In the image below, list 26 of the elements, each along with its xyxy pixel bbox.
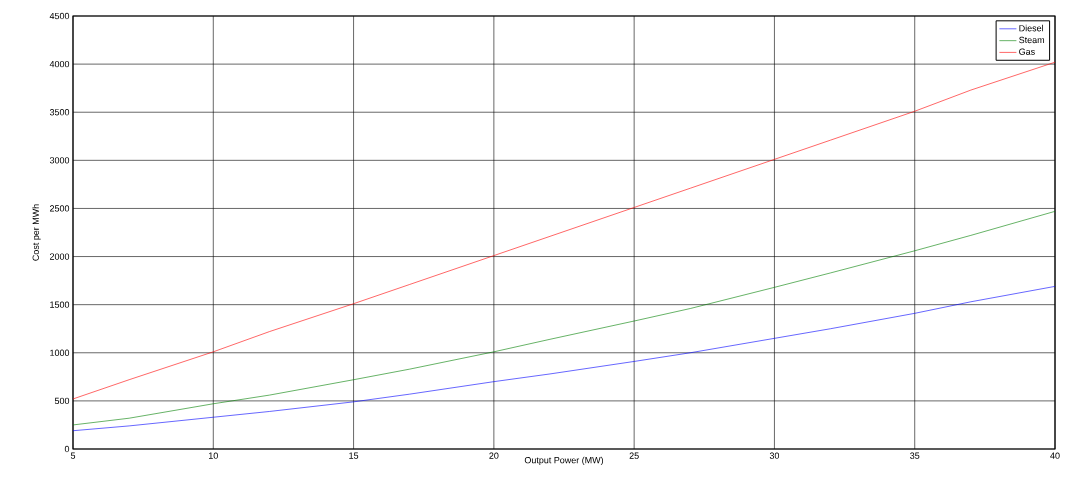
x-tick-label: 5: [70, 452, 76, 459]
y-tick-label: 2000: [49, 253, 70, 260]
x-tick-label: 30: [769, 452, 780, 459]
x-tick-label: 40: [1050, 452, 1060, 459]
x-tick-label: 20: [489, 452, 499, 459]
legend-label: Steam: [1019, 36, 1045, 44]
line-series: [73, 211, 1056, 426]
y-tick-label: 4000: [49, 60, 70, 68]
x-tick-label: 10: [208, 452, 218, 459]
y-tick-label: 3500: [49, 109, 70, 116]
y-tick-label: 2500: [49, 205, 70, 212]
line-series: [73, 61, 1056, 400]
legend-label: Diesel: [1019, 24, 1044, 32]
y-tick-label: 1000: [50, 349, 70, 356]
line-series: [73, 286, 1056, 432]
x-axis-title: Output Power (MW): [524, 456, 604, 466]
x-tick-label: 15: [349, 452, 359, 459]
legend-label: Gas: [1019, 48, 1035, 55]
y-tick-label: 500: [54, 397, 70, 405]
y-tick-label: 3000: [49, 157, 70, 164]
x-tick-label: 35: [910, 452, 920, 459]
y-tick-label: 4500: [49, 12, 70, 20]
y-tick-label: 0: [64, 445, 70, 453]
y-tick-label: 1500: [50, 301, 70, 308]
x-tick-label: 25: [629, 452, 639, 459]
y-axis-title: Cost per MWh: [32, 204, 41, 261]
